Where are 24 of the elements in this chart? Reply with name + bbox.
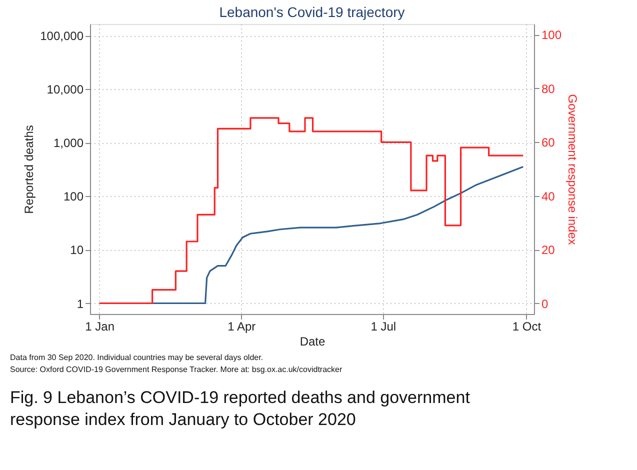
x-tick-label: 1 Oct	[512, 320, 542, 334]
source-note: Source: Oxford COVID-19 Government Response Tracker. More at: bsg.ox.ac.uk/covidtracker	[10, 365, 342, 374]
y2-tick-label: 80	[542, 82, 556, 96]
x-tick-label: 1 Apr	[228, 320, 256, 334]
y2-tick-label: 60	[542, 136, 556, 150]
y-tick-label: 10	[70, 243, 84, 258]
text: Data from 30 Sep 2020. Individual countries may be several days older.	[10, 353, 264, 362]
y2-tick-label: 0	[542, 296, 548, 311]
y2-axis-title: Government response index	[566, 94, 580, 245]
y-tick-label: 1,000	[53, 136, 84, 150]
chart-title: Lebanon's Covid-19 trajectory	[219, 4, 405, 20]
x-tick-label: 1 Jan	[85, 320, 115, 334]
line-series	[152, 166, 524, 304]
y-tick-label: 1	[76, 296, 84, 311]
y-tick-label: 100	[63, 190, 84, 204]
caption: Fig. 9 Lebanon’s COVID-19 reported deaths and government response index from January to October 2020	[10, 388, 470, 429]
y-axis-title: Reported deaths	[22, 125, 36, 214]
y-tick-label: 100,000	[40, 29, 84, 44]
x-axis-title: Date	[300, 334, 326, 348]
x-tick-label: 1 Jul	[370, 320, 396, 334]
y2-tick-label: 40	[542, 189, 556, 204]
y2-tick-label: 100	[542, 28, 562, 42]
y-tick-label: 10,000	[46, 82, 84, 97]
y2-tick-label: 20	[542, 243, 556, 258]
